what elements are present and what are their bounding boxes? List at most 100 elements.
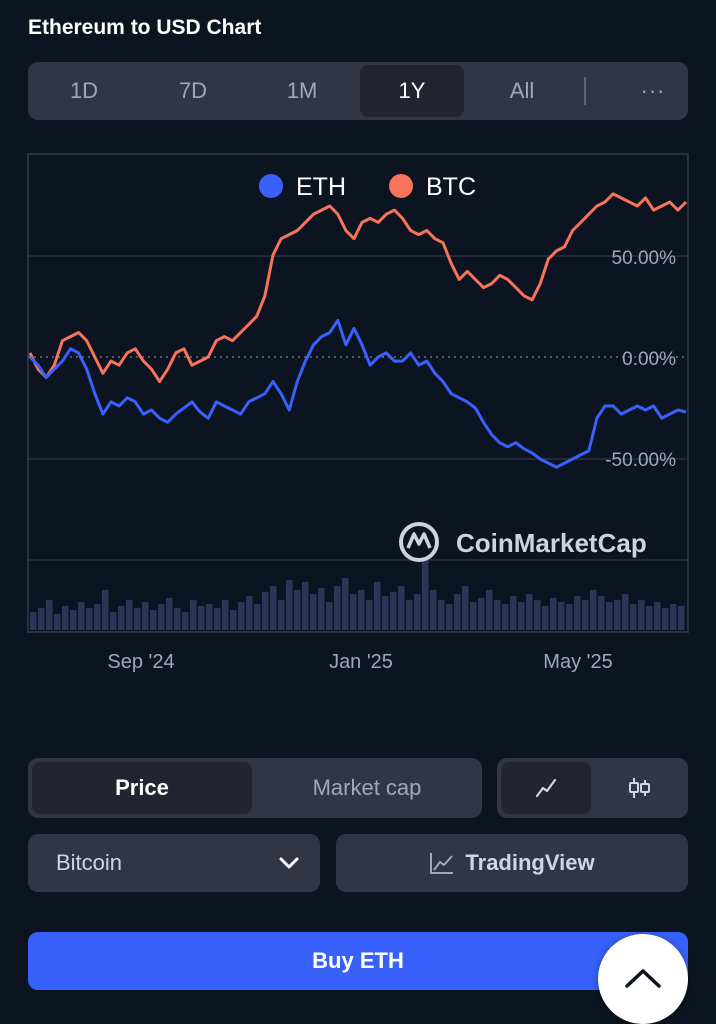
volume-bar [238, 602, 245, 630]
candlestick-icon[interactable] [594, 762, 684, 814]
volume-bar [606, 602, 613, 630]
series-lines [28, 192, 688, 469]
volume-bar [598, 596, 605, 630]
volume-bar [422, 560, 429, 630]
compare-asset-value: Bitcoin [56, 850, 123, 875]
volume-bar [254, 604, 261, 630]
chevron-up-icon [625, 969, 661, 988]
volume-bar [302, 582, 309, 630]
volume-bar [94, 604, 101, 630]
watermark-text: CoinMarketCap [456, 528, 647, 558]
volume-bar [542, 606, 549, 630]
tradingview-chart-icon [430, 853, 454, 874]
volume-bar [54, 614, 61, 630]
volume-bar [662, 608, 669, 630]
y-tick-label: 50.00% [612, 248, 677, 269]
range-divider [584, 77, 586, 105]
volume-bar [150, 610, 157, 630]
volume-bar [30, 612, 37, 630]
volume-bar [502, 604, 509, 630]
volume-bar [374, 582, 381, 630]
volume-bar [62, 606, 69, 630]
volume-bar [558, 602, 565, 630]
volume-bar [262, 592, 269, 630]
volume-bar [278, 600, 285, 630]
volume-bar [358, 590, 365, 630]
series-line-eth [28, 318, 687, 469]
volume-bar [78, 602, 85, 630]
volume-bar [366, 600, 373, 630]
volume-bar [454, 594, 461, 630]
compare-asset-dropdown[interactable]: Bitcoin [28, 834, 320, 892]
x-tick-label: Jan '25 [329, 651, 393, 673]
volume-bar [46, 600, 53, 630]
volume-bar [646, 606, 653, 630]
volume-bar [574, 596, 581, 630]
volume-bar [638, 600, 645, 630]
chevron-down-icon [279, 857, 299, 869]
volume-bar [270, 586, 277, 630]
buy-eth-button[interactable]: Buy ETH [28, 932, 688, 990]
volume-bar [398, 586, 405, 630]
volume-bar [534, 600, 541, 630]
volume-bar [486, 590, 493, 630]
volume-bar [174, 608, 181, 630]
volume-bar [134, 608, 141, 630]
volume-bar [342, 578, 349, 630]
volume-bar [102, 590, 109, 630]
volume-bar [142, 602, 149, 630]
range-1d-button[interactable]: 1D [69, 78, 99, 103]
volume-bar [350, 594, 357, 630]
y-tick-label: 0.00% [622, 349, 676, 370]
volume-bar [38, 608, 45, 630]
volume-bar [198, 606, 205, 630]
line-chart-icon[interactable] [501, 762, 591, 814]
volume-bars [30, 560, 685, 630]
volume-bar [518, 602, 525, 630]
volume-bar [86, 608, 93, 630]
volume-bar [670, 604, 677, 630]
price-tab[interactable]: Price [32, 762, 252, 814]
volume-bar [438, 600, 445, 630]
range-1y-button[interactable]: 1Y [360, 65, 464, 117]
x-tick-label: May '25 [543, 651, 612, 673]
volume-bar [414, 594, 421, 630]
volume-bar [206, 604, 213, 630]
volume-bar [310, 594, 317, 630]
volume-bar [494, 600, 501, 630]
more-options-icon[interactable]: ··· [640, 78, 666, 103]
volume-bar [334, 586, 341, 630]
volume-bar [166, 598, 173, 630]
legend: ETH BTC [259, 173, 476, 201]
market-cap-tab[interactable]: Market cap [312, 775, 422, 800]
range-all-button[interactable]: All [509, 78, 535, 103]
range-7d-button[interactable]: 7D [178, 78, 208, 103]
volume-bar [622, 594, 629, 630]
legend-eth-label: ETH [296, 173, 346, 201]
range-1m-button[interactable]: 1M [286, 78, 318, 103]
scroll-to-top-button[interactable] [598, 934, 688, 1024]
tradingview-button[interactable]: TradingView [336, 834, 688, 892]
volume-bar [126, 600, 133, 630]
volume-bar [566, 604, 573, 630]
time-range-selector: 1D 7D 1M 1Y All ··· [28, 62, 688, 120]
volume-bar [406, 600, 413, 630]
volume-bar [214, 608, 221, 630]
chart-canvas: 50.00% 0.00% -50.00% ETH BTC CoinMarketC… [27, 153, 689, 673]
volume-bar [550, 598, 557, 630]
volume-bar [190, 600, 197, 630]
volume-bar [526, 594, 533, 630]
volume-bar [286, 580, 293, 630]
volume-bar [318, 588, 325, 630]
volume-bar [246, 596, 253, 630]
volume-bar [158, 604, 165, 630]
page-title: Ethereum to USD Chart [28, 16, 262, 39]
volume-bar [462, 586, 469, 630]
volume-bar [654, 602, 661, 630]
volume-bar [446, 604, 453, 630]
volume-bar [430, 590, 437, 630]
volume-bar [326, 602, 333, 630]
x-tick-label: Sep '24 [107, 651, 174, 673]
price-comparison-chart[interactable]: 50.00% 0.00% -50.00% ETH BTC CoinMarketC… [0, 150, 716, 690]
volume-bar [678, 606, 685, 630]
